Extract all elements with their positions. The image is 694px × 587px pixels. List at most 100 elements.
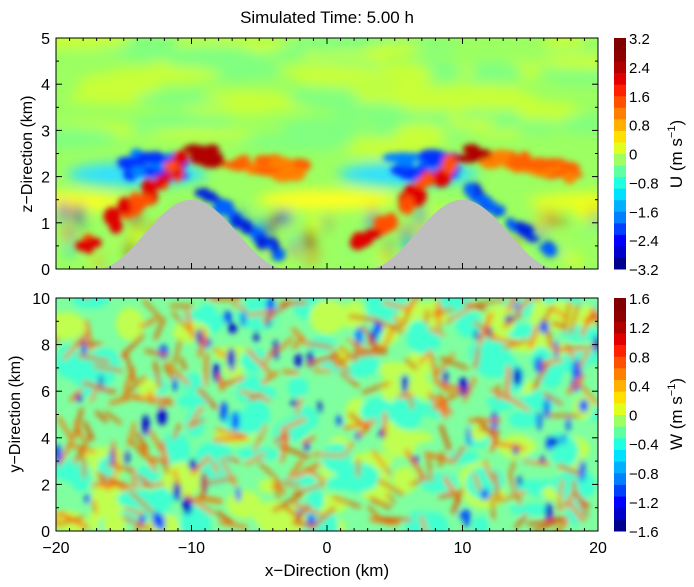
w-downdraft-core bbox=[157, 514, 166, 531]
w-updraft-halo bbox=[437, 392, 454, 416]
u-negative-jet bbox=[119, 157, 146, 169]
w-downdraft-core bbox=[123, 450, 130, 465]
colorbar-u-swatch bbox=[614, 153, 626, 166]
u-field-patch bbox=[203, 90, 283, 102]
w-updraft-halo bbox=[504, 364, 511, 402]
w-updraft-halo bbox=[163, 360, 192, 387]
colorbar-u-tick-label: −1.6 bbox=[629, 204, 659, 221]
w-updraft-halo bbox=[216, 372, 225, 392]
w-updraft-halo bbox=[360, 380, 391, 396]
u-field-eddy bbox=[546, 210, 557, 227]
w-updraft-halo bbox=[244, 451, 267, 467]
w-field-patch bbox=[382, 428, 418, 458]
w-updraft-halo bbox=[134, 521, 143, 531]
w-updraft-halo bbox=[527, 325, 540, 350]
w-updraft-halo bbox=[152, 317, 166, 341]
u-field-patch bbox=[105, 66, 220, 83]
colorbar-u-swatch bbox=[614, 257, 626, 270]
colorbar-w-tick-label: −1.2 bbox=[629, 495, 659, 512]
w-downdraft-core bbox=[241, 310, 246, 327]
w-updraft-halo bbox=[427, 326, 446, 338]
w-updraft-halo bbox=[564, 342, 576, 361]
w-updraft-halo bbox=[280, 416, 308, 432]
w-updraft-halo bbox=[586, 310, 598, 326]
w-field-patch bbox=[150, 487, 176, 507]
w-updraft-halo bbox=[514, 298, 534, 315]
w-updraft-halo bbox=[161, 457, 170, 475]
u-field-patch bbox=[56, 126, 118, 149]
w-updraft-halo bbox=[471, 298, 507, 308]
colorbar-w-tick-label: −1.6 bbox=[629, 524, 659, 541]
w-updraft-halo bbox=[143, 348, 170, 359]
w-updraft-halo bbox=[291, 335, 305, 351]
u-positive-jet bbox=[154, 175, 165, 189]
w-updraft-halo bbox=[472, 472, 482, 493]
w-field-patch bbox=[115, 307, 145, 341]
w-updraft-halo bbox=[347, 313, 374, 322]
w-field-patch bbox=[381, 372, 401, 404]
w-updraft-halo bbox=[281, 503, 301, 520]
top-panel: 0 1 2 3 4 5 z−Direction (km) bbox=[19, 31, 599, 279]
w-field-patch bbox=[175, 394, 210, 408]
w-updraft-halo bbox=[352, 340, 360, 363]
colorbar-w-swatch bbox=[614, 309, 626, 322]
w-updraft-halo bbox=[138, 316, 159, 330]
w-updraft-halo bbox=[103, 409, 123, 426]
w-updraft-halo bbox=[461, 375, 478, 403]
colorbar-u-swatch bbox=[614, 176, 626, 189]
u-field-patch bbox=[162, 45, 262, 71]
w-updraft-halo bbox=[141, 298, 166, 324]
w-field-patch bbox=[377, 361, 411, 377]
w-downdraft-core bbox=[566, 417, 571, 433]
colorbar-u-tick-label: −3.2 bbox=[629, 262, 659, 279]
u-field-patch bbox=[152, 128, 255, 140]
w-updraft-halo bbox=[105, 461, 137, 474]
w-downdraft-core bbox=[157, 408, 167, 426]
w-field-patch bbox=[287, 376, 309, 398]
colorbar-u-swatch bbox=[614, 84, 626, 97]
u-field-eddy bbox=[559, 215, 567, 228]
u-field bbox=[56, 38, 598, 269]
w-updraft-halo bbox=[217, 519, 249, 530]
w-updraft-halo bbox=[542, 391, 563, 407]
u-negative-jet bbox=[397, 166, 421, 180]
u-field-eddy bbox=[280, 212, 292, 225]
u-field-eddy bbox=[583, 225, 592, 236]
u-negative-jet bbox=[417, 153, 431, 161]
u-field-patch bbox=[361, 85, 474, 103]
w-updraft-halo bbox=[491, 440, 526, 451]
u-field-eddy bbox=[397, 219, 404, 234]
w-updraft-halo bbox=[437, 491, 453, 499]
w-downdraft-core bbox=[550, 437, 559, 447]
w-updraft-halo bbox=[379, 516, 413, 523]
w-updraft-halo bbox=[178, 356, 188, 372]
u-field-patch bbox=[542, 38, 586, 50]
w-field-patch bbox=[508, 410, 539, 429]
w-updraft-halo bbox=[337, 369, 361, 389]
w-updraft-halo bbox=[423, 451, 454, 464]
u-field-eddy bbox=[561, 228, 567, 245]
w-updraft-halo bbox=[531, 359, 552, 391]
w-updraft-halo bbox=[546, 516, 569, 523]
w-field-patch bbox=[236, 446, 281, 461]
w-updraft-halo bbox=[220, 375, 246, 388]
w-downdraft-core bbox=[480, 488, 489, 501]
bottom-y-tick-label: 0 bbox=[41, 524, 50, 541]
w-downdraft-core bbox=[294, 353, 302, 368]
w-updraft-halo bbox=[256, 459, 283, 486]
w-updraft-halo bbox=[184, 308, 195, 339]
w-updraft-halo bbox=[437, 450, 445, 470]
w-downdraft-core bbox=[227, 347, 236, 368]
colorbar-w: 1.6 1.2 0.8 0.4 0 −0.4 −0.8 −1.2 −1.6 W (m s−1) bbox=[614, 291, 686, 541]
w-updraft-halo bbox=[549, 305, 569, 321]
u-field-eddy bbox=[314, 248, 320, 262]
top-y-tick-label: 2 bbox=[41, 170, 50, 187]
u-field-patch bbox=[331, 102, 407, 120]
u-downstream-plume bbox=[254, 155, 273, 165]
w-updraft-halo bbox=[566, 373, 586, 396]
colorbar-w-tick-label: 0.8 bbox=[629, 349, 650, 366]
colorbar-w-swatch bbox=[614, 496, 626, 509]
w-field-patch bbox=[71, 468, 91, 492]
u-positive-jet bbox=[354, 232, 372, 248]
u-positive-jet bbox=[140, 181, 159, 192]
